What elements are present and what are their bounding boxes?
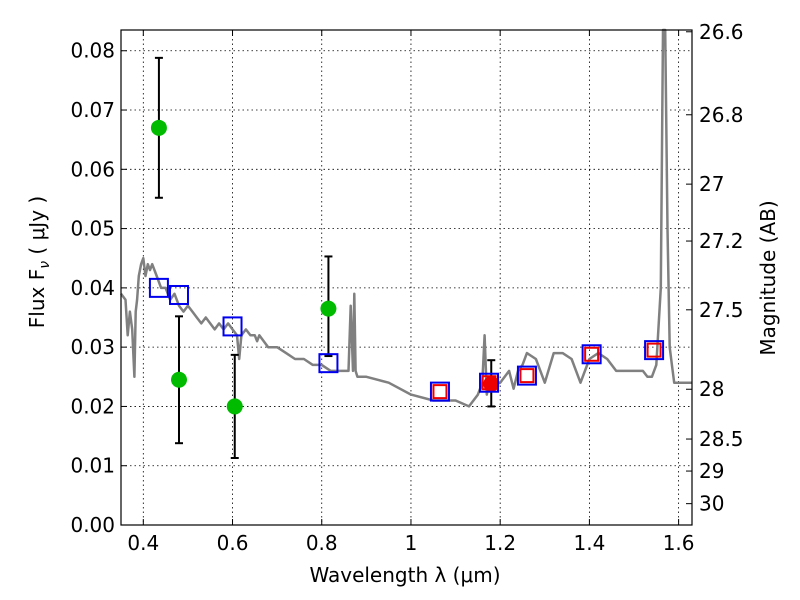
model-point [168,284,189,305]
model-point [318,353,339,374]
axis-ticks: 0.4 0.6 0.8 1 1.2 1.4 1.6 0.00 0.01 0.02 0.03 0.04 0… [70,20,743,555]
y-tick-label: 0.08 [70,39,115,63]
model-point [644,340,665,361]
plot-frame [120,29,693,526]
y2-tick-label: 28 [699,377,724,401]
data-point [226,398,243,415]
y-tick-label: 0.00 [70,513,115,537]
x-tick-label: 0.6 [217,531,249,555]
model-point [646,342,662,358]
x-tick-label: 0.8 [306,531,338,555]
model-point [222,316,243,337]
model-point [584,346,600,362]
x-tick-label: 1.6 [663,531,695,555]
y-tick-label: 0.04 [70,276,115,300]
y2-tick-label: 27.2 [699,229,744,253]
x-tick-label: 0.4 [127,531,159,555]
x-tick-label: 1.2 [484,531,516,555]
y2-tick-label: 26.8 [699,103,744,127]
y2-tick-label: 30 [699,492,724,516]
model-point [148,277,169,298]
y2-tick-label: 27 [699,172,724,196]
model-point [432,384,448,400]
x-tick-label: 1 [405,531,418,555]
model-point [429,381,450,402]
model-spectrum-line [120,28,692,408]
y2-tick-label: 29 [699,459,724,483]
y-tick-label: 0.01 [70,454,115,478]
y2-tick-label: 28.5 [699,427,744,451]
model-point [581,344,602,365]
y-tick-label: 0.02 [70,394,115,418]
y-tick-label: 0.06 [70,157,115,181]
y-tick-label: 0.05 [70,217,115,241]
model-spectrum [120,28,692,408]
model-point [516,365,537,386]
y2-tick-label: 27.5 [699,298,744,322]
y-tick-label: 0.03 [70,335,115,359]
data-point [150,119,167,136]
model-point [481,375,497,391]
model-point [519,368,535,384]
model-point [479,372,500,393]
x-tick-label: 1.4 [573,531,605,555]
y-axis-title: Flux Fν ( μJy ) [25,196,53,328]
grid [121,30,692,526]
y2-tick-label: 26.6 [699,20,744,44]
x-axis-title: Wavelength λ (μm) [309,563,500,587]
data-point [320,300,337,317]
y-tick-label: 0.07 [70,98,115,122]
y2-axis-title: Magnitude (AB) [756,200,780,355]
data-point [170,371,187,388]
photometry-points [148,56,665,460]
